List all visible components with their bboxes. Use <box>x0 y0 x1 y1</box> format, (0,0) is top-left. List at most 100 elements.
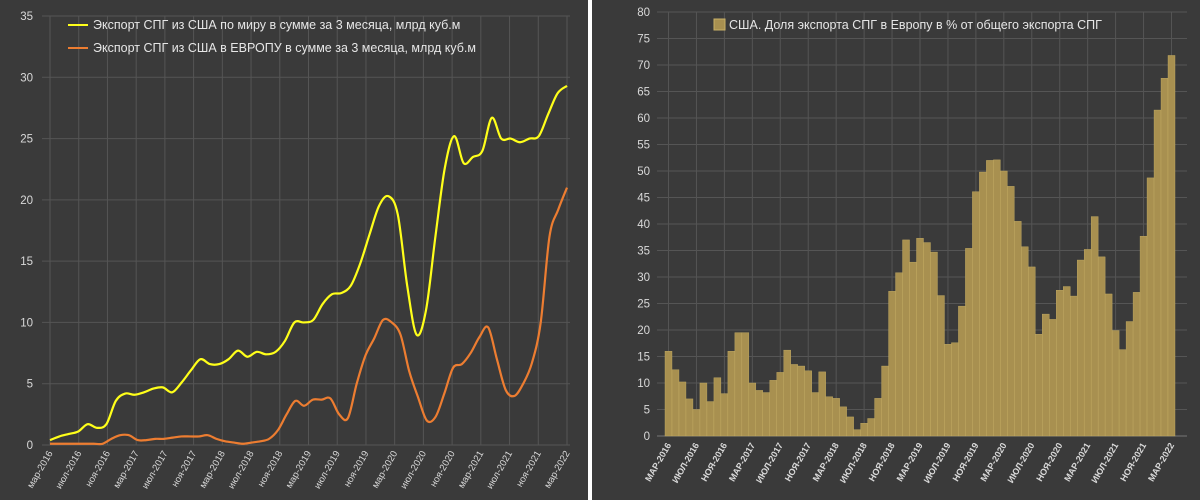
bar-chart-y-tick: 5 <box>644 405 650 417</box>
bar <box>986 160 994 437</box>
line-chart-y-tick: 25 <box>20 134 33 146</box>
bar <box>727 351 736 437</box>
bar <box>846 416 854 437</box>
bar <box>1070 295 1078 437</box>
bar-chart-y-tick: 10 <box>637 378 650 390</box>
bar <box>860 423 868 437</box>
bar-chart-x-tick: НОЯ-2017 <box>783 441 813 483</box>
bar-chart-x-tick: МАР-2016 <box>643 441 673 483</box>
line-chart-y-tick: 15 <box>20 256 33 268</box>
line-chart-x-tick: мар-2019 <box>284 449 314 490</box>
bar <box>1090 216 1099 437</box>
bar <box>944 344 952 437</box>
bar <box>958 305 966 437</box>
bar-chart-x-tick: МАР-2020 <box>978 441 1008 483</box>
bar <box>979 171 987 437</box>
bar <box>1153 109 1162 437</box>
line-chart-y-tick: 35 <box>20 11 33 23</box>
bar-chart-y-tick: 70 <box>637 60 650 72</box>
line-chart-x-tick: ноя-2018 <box>256 449 286 489</box>
bar <box>1160 78 1169 437</box>
bar <box>776 372 784 437</box>
line-chart-x-tick: мар-2021 <box>456 449 486 490</box>
bar <box>916 238 924 437</box>
bar <box>1000 170 1008 437</box>
line-chart-x-tick: июл-2018 <box>226 449 257 491</box>
bar <box>1097 256 1106 437</box>
bar <box>951 342 959 437</box>
line-chart-x-tick: июл-2016 <box>54 449 85 491</box>
bar <box>1111 330 1120 437</box>
bar-chart-y-tick: 60 <box>637 113 650 125</box>
bar <box>909 261 917 437</box>
line-chart-x-tick: ноя-2017 <box>170 449 200 489</box>
bar <box>965 248 973 437</box>
bar <box>1049 319 1057 437</box>
series-line-world <box>49 84 568 442</box>
bar-chart-x-tick: ИЮЛ-2019 <box>922 441 953 485</box>
bar <box>1132 292 1141 437</box>
bar <box>720 393 729 437</box>
legend-europe-label: Экспорт СПГ из США в ЕВРОПУ в сумме за 3… <box>93 41 476 55</box>
line-chart-x-tick: мар-2016 <box>25 449 55 490</box>
line-chart-y-tick: 0 <box>27 440 33 452</box>
legend-world-label: Экспорт СПГ из США по миру в сумме за 3 … <box>93 18 460 32</box>
bar-chart-y-tick: 45 <box>637 193 650 205</box>
bar <box>881 365 889 437</box>
bar-chart-x-tick: ИЮЛ-2018 <box>838 441 869 485</box>
bar <box>993 159 1001 437</box>
bar <box>755 390 764 437</box>
bar <box>1104 293 1113 437</box>
bar <box>853 429 861 437</box>
line-chart-y-tick: 20 <box>20 195 33 207</box>
bar <box>664 351 673 437</box>
bar <box>923 242 931 437</box>
bar-chart-x-tick: МАР-2022 <box>1146 441 1176 483</box>
line-chart-y-tick: 30 <box>20 72 33 84</box>
bar <box>888 291 896 437</box>
bar-chart-x-tick: НОЯ-2019 <box>951 441 981 483</box>
bar <box>1056 290 1064 437</box>
bar <box>811 392 819 437</box>
bar <box>1021 246 1029 437</box>
bar <box>902 239 910 437</box>
bar-chart-y-tick: 35 <box>637 246 650 258</box>
bar-chart-x-tick: ИЮЛ-2020 <box>1005 441 1036 485</box>
line-chart-x-tick: мар-2022 <box>542 449 572 490</box>
bar <box>1035 334 1043 437</box>
bar <box>1125 321 1134 437</box>
bar <box>671 369 680 437</box>
bar <box>797 365 805 437</box>
line-chart-x-tick: июл-2017 <box>140 449 171 491</box>
series-line-europe <box>50 187 569 446</box>
bar <box>790 364 798 437</box>
line-chart-y-tick: 5 <box>27 379 33 391</box>
bar <box>895 272 903 437</box>
bar-chart-x-tick: ИЮЛ-2017 <box>754 441 785 485</box>
bar <box>1007 186 1015 437</box>
legend-bar-label: США. Доля экспорта СПГ в Европу в % от о… <box>729 18 1102 32</box>
bar <box>783 349 791 437</box>
bar-chart-x-tick: МАР-2017 <box>727 441 757 483</box>
left-chart-panel: 0 5 10 15 20 25 30 35 мар-2016 июл-2016 ноя-2016 м… <box>0 0 588 500</box>
bar <box>1028 266 1036 437</box>
bar <box>1063 286 1071 437</box>
line-chart-x-tick: мар-2020 <box>370 449 400 490</box>
bar-chart-x-tick: НОЯ-2020 <box>1034 441 1064 483</box>
bar <box>685 398 694 437</box>
bar-chart-x-tick: МАР-2018 <box>811 441 841 483</box>
bar-chart-y-tick: 30 <box>637 272 650 284</box>
bar-chart-y-tick: 25 <box>637 299 650 311</box>
bar-chart-x-tick: МАР-2019 <box>895 441 925 483</box>
bar-chart-y-tick: 50 <box>637 166 650 178</box>
bar-chart-y-tick: 40 <box>637 219 650 231</box>
bar <box>804 370 812 437</box>
bar <box>825 396 833 437</box>
bar <box>1076 259 1085 437</box>
line-chart-x-tick: мар-2018 <box>198 449 228 490</box>
bar <box>1042 313 1050 437</box>
line-chart-x-tick: ноя-2016 <box>84 449 114 489</box>
bar <box>972 191 980 437</box>
bar-chart-y-tick: 0 <box>644 431 650 443</box>
